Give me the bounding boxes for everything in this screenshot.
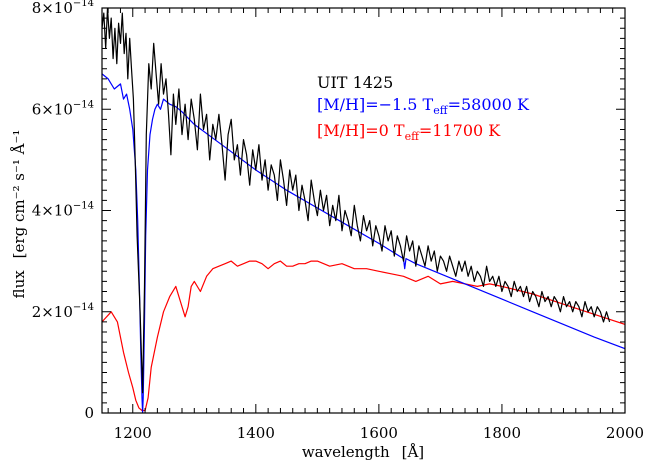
y-tick-label: 8×10−14 bbox=[32, 0, 94, 17]
series-model_cool bbox=[102, 261, 625, 410]
y-tick-label: 4×10−14 bbox=[32, 201, 94, 220]
y-tick-label: 0 bbox=[84, 404, 94, 422]
ticks-layer bbox=[102, 8, 625, 413]
plot-frame bbox=[102, 8, 625, 413]
x-tick-label: 1800 bbox=[483, 424, 521, 442]
x-tick-label: 1600 bbox=[360, 424, 398, 442]
x-axis-title: wavelength [Å] bbox=[302, 443, 424, 461]
series-layer bbox=[102, 8, 625, 413]
y-tick-label: 6×10−14 bbox=[32, 99, 94, 118]
x-tick-labels: 1200 1400 1600 1800 2000 bbox=[114, 424, 644, 442]
series-observed bbox=[102, 8, 610, 393]
y-tick-labels: 0 2×10−14 4×10−14 6×10−14 8×10−14 bbox=[32, 0, 94, 422]
cool-model-label: [M/H]=0 Teff=11700 K bbox=[317, 121, 501, 143]
x-tick-label: 1400 bbox=[237, 424, 275, 442]
x-tick-label: 1200 bbox=[114, 424, 152, 442]
y-tick-label: 2×10−14 bbox=[32, 302, 94, 321]
y-axis-title: flux[erg cm⁻² s⁻¹ Å⁻¹ bbox=[10, 130, 28, 299]
object-name-label: UIT 1425 bbox=[317, 73, 393, 92]
x-tick-label: 2000 bbox=[606, 424, 644, 442]
hot-model-label: [M/H]=−1.5 Teff=58000 K bbox=[317, 95, 530, 117]
